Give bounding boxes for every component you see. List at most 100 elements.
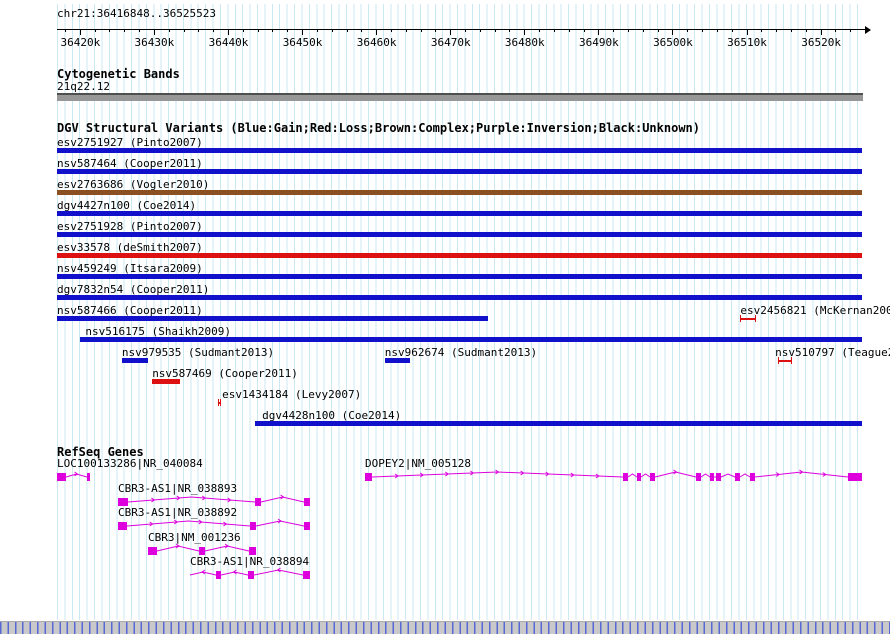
ruler-tick-label: 36470k [430,36,471,49]
gene-label[interactable]: CBR3-AS1|NR_038892 [117,506,238,519]
ruler-tick-label: 36500k [653,36,693,49]
gene-glyph[interactable] [145,543,259,558]
ruler-tick [153,29,155,35]
ruler-tick [598,29,600,35]
ruler-tick [79,29,81,35]
gene-label[interactable]: CBR3-AS1|NR_038894 [189,555,310,568]
variant-bar[interactable] [255,421,862,426]
ruler-minor-tick [257,29,259,32]
ruler-tick [450,29,452,35]
variant-bar-cap [778,357,780,364]
variant-label[interactable]: esv2751927 (Pinto2007) [57,136,203,149]
gene-glyph[interactable] [362,469,865,484]
variant-label[interactable]: dgv4427n100 (Coe2014) [57,199,197,212]
ruler-tick [302,29,304,35]
variant-bar[interactable] [57,295,862,300]
ruler-tick-label: 36430k [134,36,175,49]
gene-glyph[interactable] [115,518,313,533]
gene-label[interactable]: CBR3|NM_001236 [147,530,241,544]
variant-label[interactable]: esv1434184 (Levy2007) [222,388,362,401]
variant-bar-cap [755,315,757,322]
ruler-minor-tick [94,29,96,32]
ruler-tick [227,29,229,35]
ruler-minor-tick [583,29,585,32]
ruler-minor-tick [198,29,200,32]
variant-label[interactable]: esv2751928 (Pinto2007) [57,220,203,233]
gene-label[interactable]: CBR3-AS1|NR_038893 [117,481,238,495]
variant-label[interactable]: dgv7832n54 (Cooper2011) [57,283,210,296]
variant-label[interactable]: nsv510797 (Teague2010) [775,346,890,359]
variant-bar-cap [740,315,742,322]
ruler-minor-tick [702,29,704,32]
ruler-minor-tick [790,29,792,32]
ruler-minor-tick [346,29,348,32]
variant-label[interactable]: nsv587464 (Cooper2011) [57,157,203,170]
gene-label[interactable]: DOPEY2|NM_005128 [365,457,471,470]
variant-bar[interactable] [80,337,862,342]
ruler-minor-tick [539,29,541,32]
variant-label[interactable]: esv2763686 (Vogler2010) [57,178,210,191]
ruler-tick [746,29,748,35]
ruler-minor-tick [568,29,570,32]
ruler-tick-label: 36440k [208,36,249,49]
ruler-minor-tick [420,29,422,32]
ruler-minor-tick [479,29,481,32]
variant-bar[interactable] [57,316,488,321]
ruler-minor-tick [465,29,467,32]
ruler-tick-label: 36510k [727,36,767,49]
variant-bar[interactable] [218,402,222,404]
position-label: chr21:36416848..36525523 [57,7,216,20]
variant-label[interactable]: nsv459249 (Itsara2009) [57,262,203,275]
gene-label[interactable]: LOC100133286|NR_040084 [57,457,203,470]
variant-label[interactable]: nsv587469 (Cooper2011) [152,367,298,380]
ruler-minor-tick [109,29,111,32]
ruler-minor-tick [316,29,318,32]
variant-label[interactable]: esv2456821 (McKernan2009) [740,304,890,317]
gene-glyph[interactable] [115,494,313,509]
ruler-minor-tick [435,29,437,32]
variant-label[interactable]: dgv4428n100 (Coe2014) [262,409,402,422]
cytoband-name: 21q22.12 [57,80,110,93]
variant-label[interactable]: nsv962674 (Sudmant2013) [384,346,538,359]
overview-scrollbar[interactable] [0,621,890,634]
cytoband-section-title: Cytogenetic Bands [57,67,180,81]
variant-label[interactable]: esv33578 (deSmith2007) [57,241,203,254]
variant-bar[interactable] [57,190,862,195]
ruler-tick [376,29,378,35]
variant-bar[interactable] [121,358,148,363]
gene-glyph[interactable] [187,567,313,582]
ruler-minor-tick [805,29,807,32]
variant-label[interactable]: nsv516175 (Shaikh2009) [85,325,232,338]
ruler-minor-tick [835,29,837,32]
ruler-minor-tick [331,29,333,32]
variant-bar[interactable] [57,211,862,216]
ruler-minor-tick [687,29,689,32]
variant-bar[interactable] [384,358,410,363]
ruler-tick [524,29,526,35]
variant-bar-cap [791,357,793,364]
variant-bar[interactable] [57,148,862,153]
variant-label[interactable]: nsv979535 (Sudmant2013) [121,346,275,359]
variant-bar[interactable] [57,232,862,237]
ruler-minor-tick [657,29,659,32]
ruler-minor-tick [124,29,126,32]
ruler-minor-tick [405,29,407,32]
variant-bar-cap [220,399,222,406]
ruler-minor-tick [776,29,778,32]
variant-bar[interactable] [152,379,181,384]
ruler-tick-label: 36480k [504,36,545,49]
ruler-minor-tick [65,29,67,32]
variant-bar[interactable] [57,169,862,174]
ruler-tick-label: 36460k [356,36,397,49]
cytoband-bar[interactable] [57,93,863,101]
variant-bar[interactable] [57,274,862,279]
ruler-tick [820,29,822,35]
variant-bar[interactable] [778,360,793,362]
variant-label[interactable]: nsv587466 (Cooper2011) [57,304,203,317]
variant-bar[interactable] [57,253,862,258]
gridlines [57,4,863,620]
gene-glyph[interactable] [54,470,93,484]
ruler-tick-label: 36490k [578,36,619,49]
variant-bar[interactable] [740,318,757,320]
